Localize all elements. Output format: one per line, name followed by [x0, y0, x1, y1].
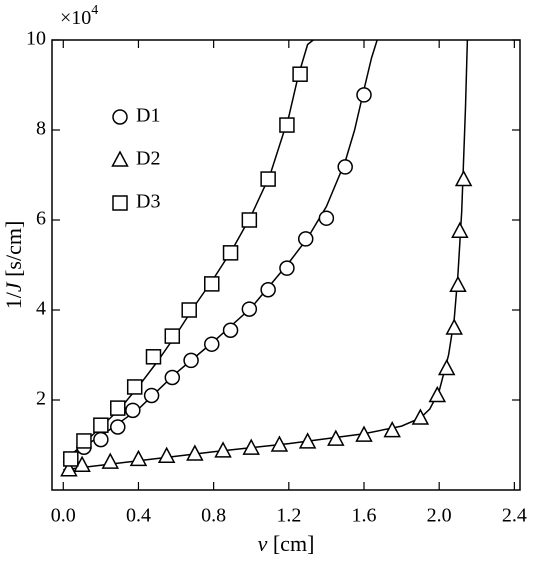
x-tick-label: 0.0: [51, 505, 76, 527]
marker-circle: [93, 431, 109, 448]
y-multiplier: ×104: [60, 3, 98, 28]
marker-triangle: [383, 421, 401, 438]
marker-circle: [204, 336, 220, 352]
x-tick-label: 2.0: [427, 505, 452, 527]
marker-circle: [125, 402, 141, 419]
marker-triangle: [270, 435, 289, 452]
y-label-pre: 1/: [1, 291, 26, 309]
y-label-rest: [s/cm]: [1, 221, 26, 283]
x-tick-label: 2.4: [502, 505, 527, 527]
y-tick-label: 10: [26, 28, 46, 50]
marker-circle: [241, 301, 258, 317]
marker-square: [110, 400, 126, 416]
marker-square: [93, 417, 109, 433]
marker-square: [241, 212, 258, 228]
x-axis-label: v [cm]: [258, 531, 315, 556]
marker-triangle: [298, 432, 317, 449]
marker-square: [63, 451, 79, 467]
marker-triangle: [428, 385, 447, 403]
x-label-rest: [cm]: [267, 531, 314, 556]
marker-circle: [318, 210, 335, 226]
legend-label: D3: [136, 191, 160, 213]
marker-triangle: [129, 449, 148, 467]
fit-curve: [62, 40, 378, 460]
marker-circle: [143, 387, 160, 404]
marker-triangle: [451, 221, 469, 238]
marker-triangle: [242, 438, 260, 455]
marker-triangle: [157, 446, 176, 463]
marker-circle: [260, 282, 276, 298]
marker-square: [164, 328, 181, 344]
marker-square: [204, 276, 220, 292]
marker-triangle: [111, 150, 129, 167]
y-tick-label: 4: [36, 298, 46, 320]
legend-label: D2: [136, 148, 160, 170]
marker-square: [292, 66, 308, 82]
multiplier-base: ×10: [60, 7, 91, 29]
marker-circle: [279, 260, 295, 276]
plot-frame: [51, 39, 521, 491]
y-tick-label: 6: [36, 208, 46, 230]
marker-circle: [297, 231, 314, 247]
marker-triangle: [437, 358, 456, 376]
y-label-italic: J: [1, 281, 26, 292]
marker-triangle: [101, 452, 120, 469]
y-tick-label: 8: [36, 118, 46, 140]
x-tick-label: 0.4: [126, 505, 151, 527]
marker-circle: [356, 87, 372, 103]
marker-circle: [110, 419, 126, 435]
marker-square: [112, 195, 128, 211]
marker-triangle: [449, 275, 467, 292]
x-tick-label: 1.2: [276, 505, 301, 527]
plot-area: [60, 40, 473, 477]
marker-triangle: [355, 425, 373, 442]
multiplier-exponent: 4: [91, 3, 98, 18]
marker-triangle: [454, 169, 473, 187]
marker-triangle: [186, 444, 204, 461]
marker-circle: [337, 159, 353, 175]
marker-triangle: [327, 429, 345, 446]
fit-curve: [62, 40, 314, 463]
marker-triangle: [411, 408, 430, 425]
marker-circle: [183, 352, 199, 369]
marker-square: [260, 171, 276, 187]
legend-label: D1: [136, 105, 160, 127]
marker-square: [76, 433, 92, 449]
y-tick-label: 2: [36, 388, 46, 410]
marker-circle: [222, 322, 239, 338]
marker-circle: [112, 109, 128, 125]
x-tick-label: 1.6: [352, 505, 377, 527]
marker-square: [279, 117, 295, 133]
marker-triangle: [445, 318, 463, 335]
y-axis-label: 1/J [s/cm]: [1, 221, 26, 310]
x-tick-label: 0.8: [201, 505, 226, 527]
marker-square: [145, 349, 162, 365]
x-label-italic: v: [258, 531, 268, 556]
marker-square: [181, 302, 197, 318]
marker-square: [222, 245, 239, 261]
marker-triangle: [60, 460, 78, 477]
marker-triangle: [214, 441, 232, 458]
marker-square: [126, 379, 143, 395]
marker-circle: [164, 369, 181, 386]
